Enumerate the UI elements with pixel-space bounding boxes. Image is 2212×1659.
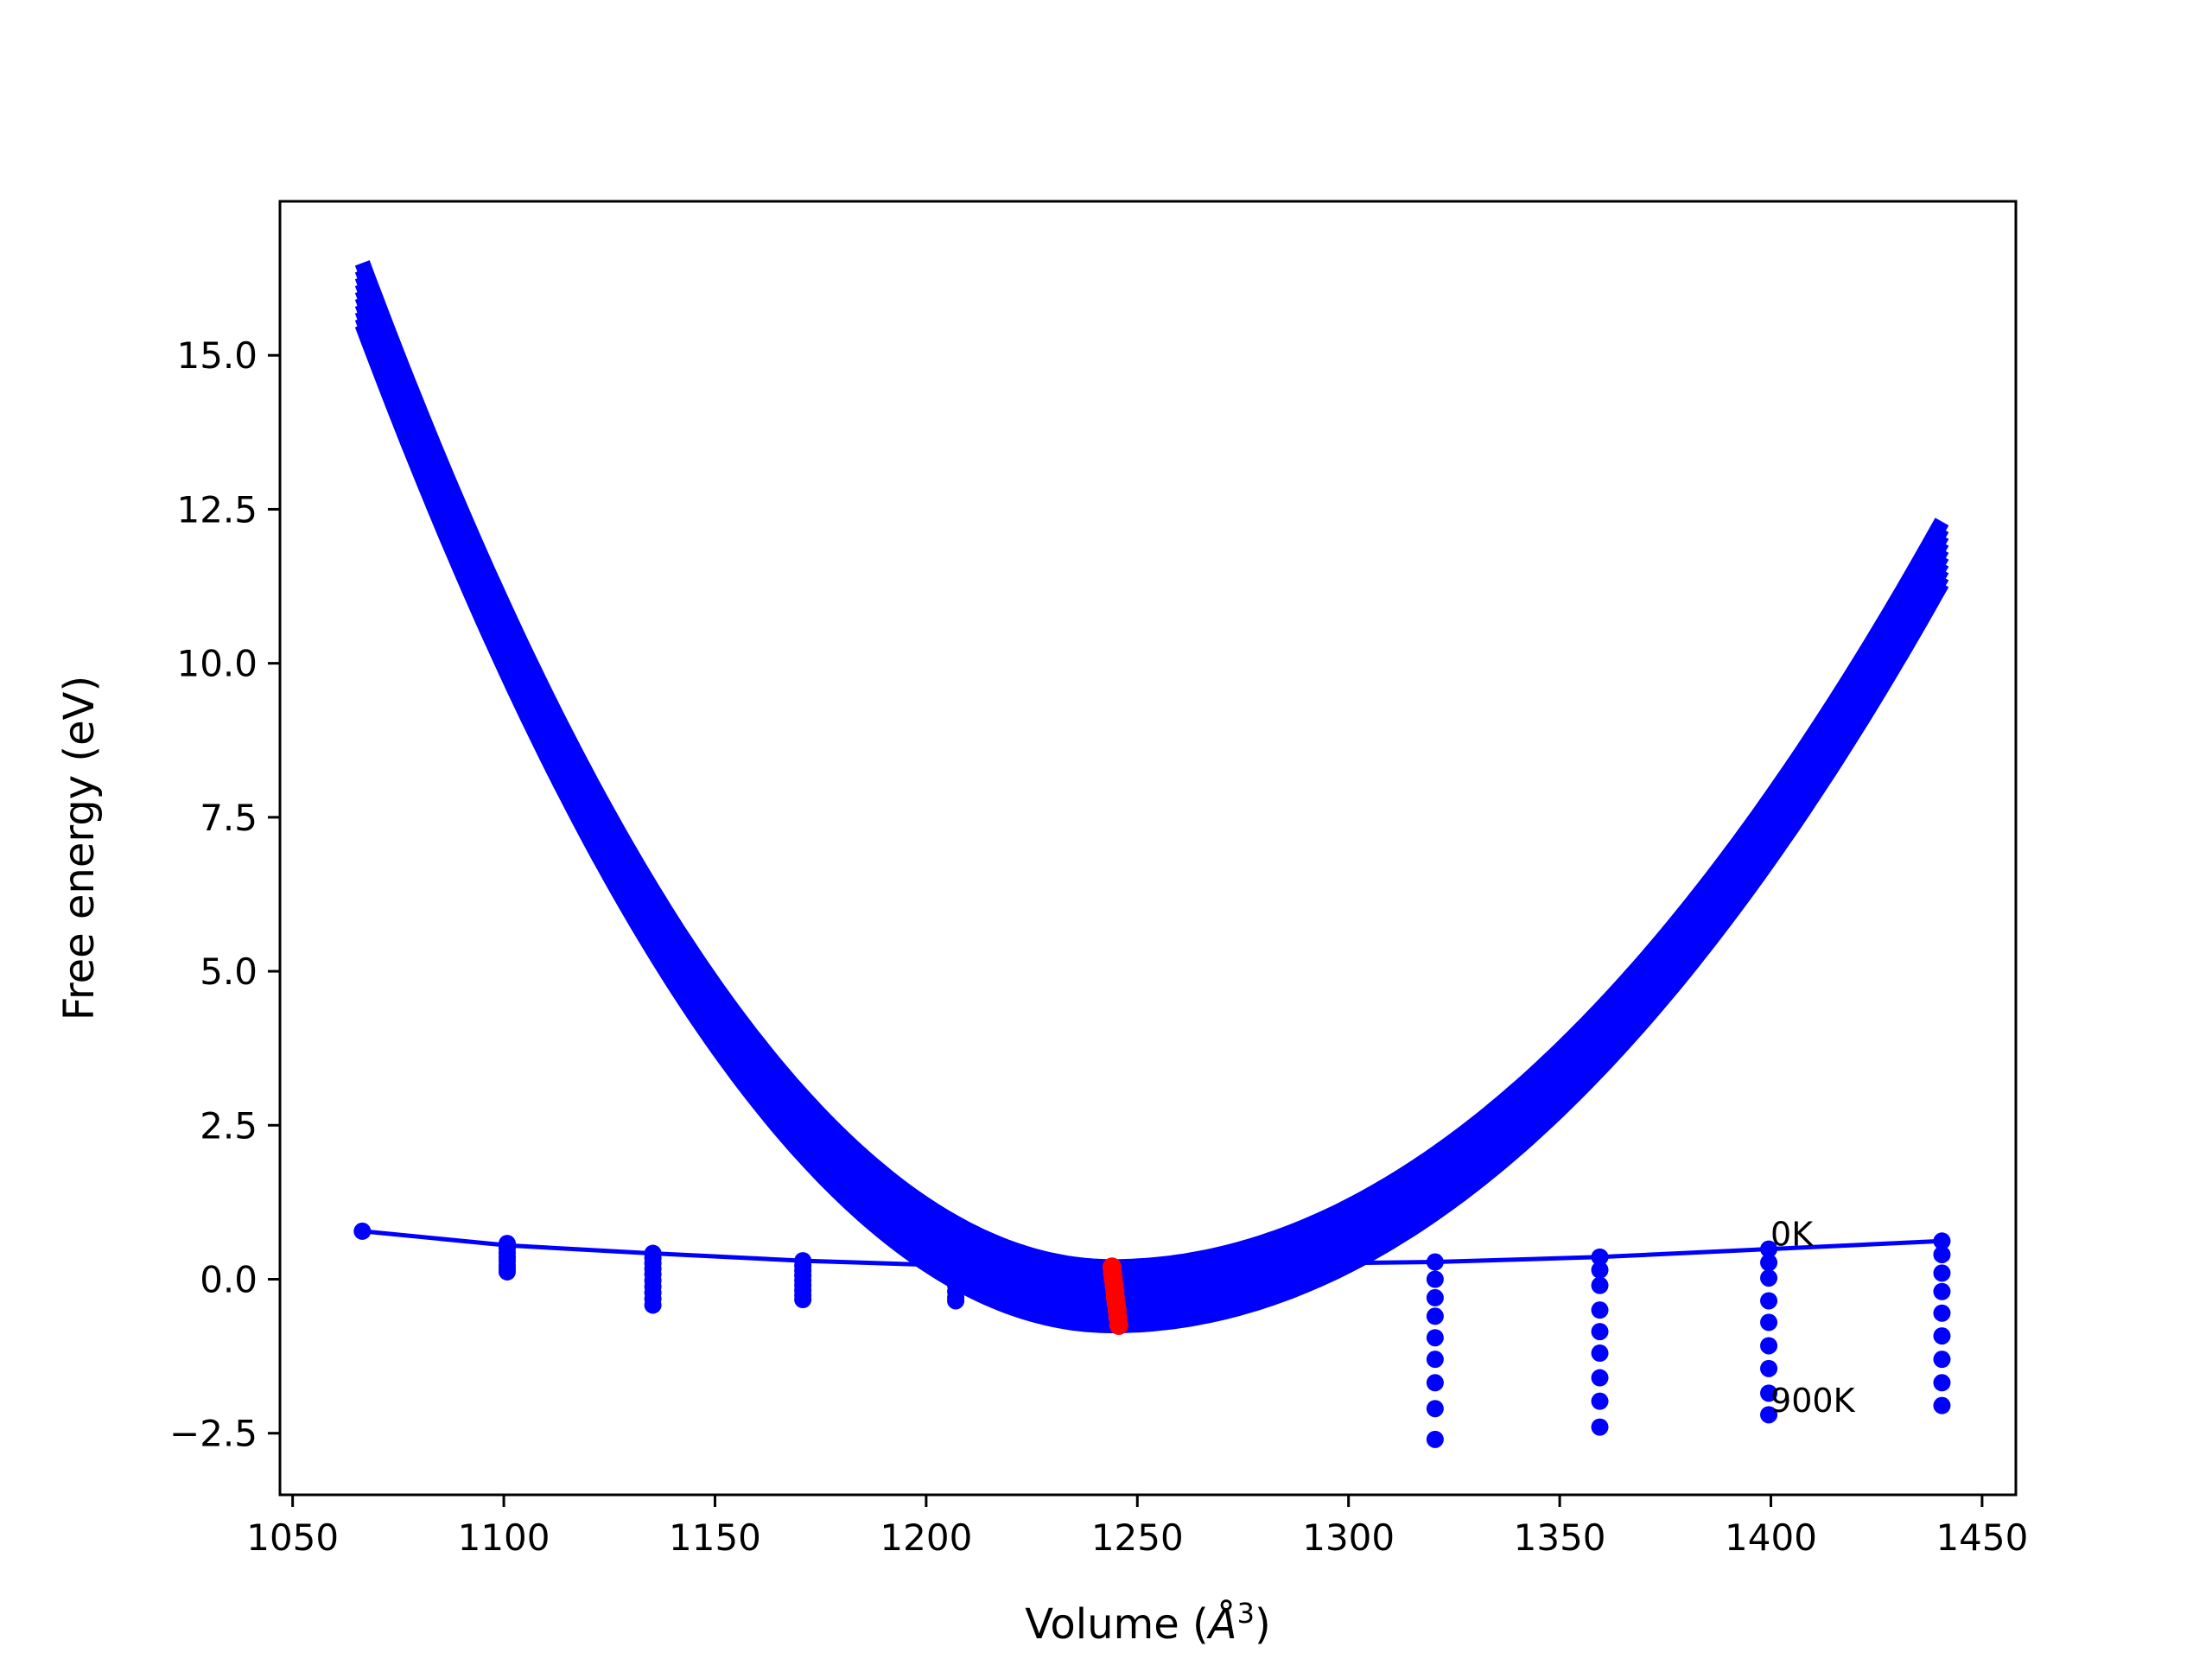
free-energy-point <box>1933 1374 1951 1392</box>
free-energy-point <box>1933 1351 1951 1369</box>
free-energy-point <box>1591 1418 1609 1436</box>
free-energy-point <box>1933 1282 1951 1300</box>
free-energy-point <box>644 1296 662 1314</box>
y-tick-label: 10.0 <box>176 643 257 685</box>
free-energy-point <box>1591 1261 1609 1279</box>
free-energy-point <box>1591 1344 1609 1363</box>
y-tick-label: −2.5 <box>169 1413 257 1455</box>
y-tick-label: 5.0 <box>200 950 257 993</box>
x-axis-label-suffix: ) <box>1255 1600 1271 1649</box>
y-axis-label: Free energy (eV) <box>55 676 104 1020</box>
x-tick-label: 1300 <box>1302 1516 1395 1559</box>
free-energy-point <box>1426 1351 1444 1369</box>
minimum-point <box>1109 1315 1128 1335</box>
temperature-annotation: 0K <box>1770 1216 1814 1254</box>
free-energy-point <box>1760 1292 1778 1310</box>
temperature-annotation: 900K <box>1770 1382 1856 1420</box>
annotations: 0K 900K <box>1770 1216 1856 1420</box>
free-energy-point <box>1933 1304 1951 1322</box>
free-energy-point <box>1933 1396 1951 1414</box>
y-tick-label: 12.5 <box>176 488 257 531</box>
free-energy-point <box>353 1222 372 1240</box>
free-energy-point <box>1591 1248 1609 1266</box>
free-energy-point <box>1426 1430 1444 1448</box>
x-axis-label-power: 3 <box>1237 1597 1255 1630</box>
free-energy-point <box>947 1292 965 1310</box>
free-energy-point <box>1426 1307 1444 1325</box>
x-axis-ticks: 1050 1100 1150 1200 1250 1300 1350 1400 1450 <box>246 1495 2028 1559</box>
free-energy-point <box>1591 1301 1609 1319</box>
x-axis-label: Volume (Å3) <box>1025 1597 1270 1649</box>
free-energy-point <box>1933 1245 1951 1263</box>
free-energy-point <box>1933 1232 1951 1250</box>
free-energy-point <box>1760 1337 1778 1355</box>
free-energy-point <box>1426 1374 1444 1392</box>
y-tick-label: 0.0 <box>200 1259 257 1301</box>
free-energy-point <box>1760 1313 1778 1332</box>
free-energy-point <box>1426 1288 1444 1306</box>
free-energy-point <box>1760 1269 1778 1287</box>
x-axis-label-prefix: Volume ( <box>1025 1600 1209 1649</box>
x-tick-label: 1350 <box>1514 1516 1606 1559</box>
x-tick-label: 1050 <box>246 1516 339 1559</box>
free-energy-point <box>1591 1369 1609 1387</box>
free-energy-point <box>498 1262 516 1281</box>
free-energy-point <box>1760 1240 1778 1258</box>
x-tick-label: 1100 <box>458 1516 550 1559</box>
x-tick-label: 1200 <box>880 1516 972 1559</box>
y-tick-label: 2.5 <box>200 1104 257 1147</box>
fit-curve <box>354 321 1949 1334</box>
axes-frame <box>278 200 2018 1497</box>
free-energy-point <box>1426 1253 1444 1271</box>
free-energy-point <box>1591 1276 1609 1294</box>
free-energy-point <box>1760 1406 1778 1424</box>
free-energy-point <box>1933 1264 1951 1282</box>
free-energy-point <box>1760 1384 1778 1402</box>
free-energy-point <box>1426 1329 1444 1347</box>
y-tick-label: 7.5 <box>200 797 257 839</box>
free-energy-point <box>1760 1254 1778 1272</box>
free-energy-point <box>794 1291 812 1309</box>
x-tick-label: 1400 <box>1725 1516 1817 1559</box>
free-energy-point <box>1933 1327 1951 1345</box>
free-energy-point <box>1591 1323 1609 1341</box>
y-tick-label: 15.0 <box>176 334 257 377</box>
x-axis-label-unit: Å <box>1206 1599 1237 1649</box>
free-energy-point <box>1426 1400 1444 1418</box>
x-tick-label: 1250 <box>1091 1516 1184 1559</box>
free-energy-point <box>1760 1359 1778 1377</box>
plot-area <box>353 260 1951 1448</box>
y-axis-ticks: −2.5 0.0 2.5 5.0 7.5 10.0 12.5 15.0 <box>169 334 280 1455</box>
x-tick-label: 1450 <box>1936 1516 2028 1559</box>
zero-kelvin-energy-line <box>362 1229 1942 1268</box>
free-energy-point <box>1426 1270 1444 1288</box>
x-tick-label: 1150 <box>669 1516 761 1559</box>
free-energy-point <box>1591 1392 1609 1410</box>
